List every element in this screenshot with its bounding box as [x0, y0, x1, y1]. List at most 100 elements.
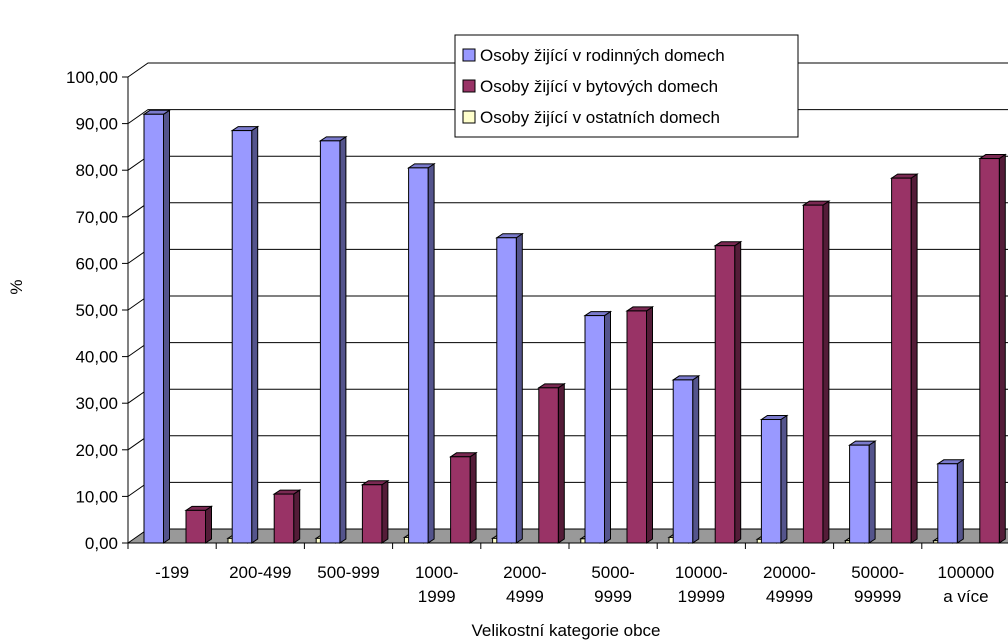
x-tick-label: 200-499: [229, 563, 291, 582]
legend-swatch: [462, 110, 476, 124]
x-tick-label: 9999: [594, 587, 632, 606]
x-tick-label: 50000-: [851, 563, 904, 582]
y-tick-label: 100,00: [66, 68, 118, 87]
bar: [495, 232, 524, 544]
legend-item: Osoby žijící v rodinných domech: [462, 46, 725, 65]
bar: [801, 200, 831, 544]
legend-item: Osoby žijící v ostatních domech: [462, 108, 720, 127]
gridline: [127, 155, 1008, 171]
legend-label: Osoby žijící v bytových domech: [480, 77, 718, 96]
y-tick-label: 50,00: [75, 301, 118, 320]
bar-side: [910, 173, 918, 544]
legend-swatch: [462, 79, 476, 93]
bar-front: [626, 310, 647, 544]
y-tick-labels: 0,00 10,00 20,00 30,00 40,00 50,00 60,00 70,00 8…: [66, 68, 118, 553]
bar-side: [515, 232, 523, 544]
bar: [318, 135, 348, 544]
bar: [360, 479, 390, 544]
bar-front: [361, 484, 383, 544]
y-tick-label: 0,00: [85, 534, 118, 553]
legend-label: Osoby žijící v rodinných domech: [480, 46, 725, 65]
bar: [978, 153, 1007, 544]
bar-side: [293, 489, 301, 544]
bar-side: [734, 240, 742, 544]
x-tick-labels: -199 200-499 500-999 1000- 1999 2000- 4999 5000…: [155, 563, 994, 606]
bar-side: [956, 458, 964, 544]
bar: [184, 505, 214, 544]
gridline: [127, 342, 1008, 358]
x-tick-label: 20000-: [763, 563, 816, 582]
bar-front: [496, 237, 517, 544]
bar-side: [557, 382, 565, 544]
bar-front: [979, 158, 1000, 544]
bar: [272, 489, 302, 544]
bar-front: [672, 379, 694, 544]
bar-side: [427, 162, 435, 544]
x-tick-label: -199: [155, 563, 189, 582]
bar: [537, 382, 566, 544]
bar: [142, 109, 172, 544]
gridline: [127, 435, 1008, 451]
chart-floor: [126, 528, 1008, 544]
gridline: [127, 202, 1008, 218]
bar-front: [273, 493, 295, 544]
bar-front: [849, 444, 870, 544]
x-tick-label: 2000-: [503, 563, 546, 582]
floor-plane: [126, 528, 1008, 544]
bar-side: [205, 505, 212, 544]
bar-side: [868, 440, 876, 544]
y-tick-label: 60,00: [75, 254, 118, 273]
x-tick-label: 1000-: [415, 563, 458, 582]
bar-side: [251, 125, 259, 544]
bar: [230, 125, 260, 544]
bar-side: [604, 310, 611, 544]
y-tick-label: 90,00: [75, 115, 118, 134]
x-tick-label: 99999: [854, 587, 901, 606]
gridline: [127, 481, 1008, 497]
legend: Osoby žijící v rodinných domech Osoby žij…: [454, 34, 799, 138]
bar-front: [408, 167, 429, 544]
y-tick-label: 10,00: [75, 487, 118, 506]
x-tick-label: 500-999: [317, 563, 379, 582]
bar: [625, 305, 655, 544]
x-tick-label: 49999: [766, 587, 813, 606]
y-tick-label: 30,00: [75, 394, 118, 413]
bar-front: [937, 463, 958, 544]
x-tick-label: a více: [943, 587, 988, 606]
bar: [671, 374, 701, 544]
bar-front: [760, 419, 782, 544]
bar-side: [381, 479, 389, 544]
bar-side: [998, 153, 1006, 544]
x-tick-label: 19999: [678, 587, 725, 606]
x-axis-title: Velikostní kategorie obce: [471, 621, 660, 640]
bar-side: [646, 305, 653, 544]
y-tick-label: 20,00: [75, 441, 118, 460]
bar-front: [802, 204, 824, 544]
x-tick-label: 5000-: [591, 563, 634, 582]
gridline: [127, 248, 1008, 264]
bar: [889, 173, 919, 544]
bar: [713, 240, 743, 544]
bar-front: [450, 456, 471, 544]
x-tick-label: 10000-: [675, 563, 728, 582]
bar-front: [584, 315, 605, 544]
legend-item: Osoby žijící v bytových domech: [462, 77, 718, 96]
x-tick-label: 100000: [938, 563, 995, 582]
legend-swatch: [462, 48, 476, 62]
y-tick-label: 80,00: [75, 161, 118, 180]
x-tick-label: 4999: [506, 587, 544, 606]
bar: [759, 414, 789, 544]
bar-front: [231, 130, 253, 544]
bar-side: [780, 414, 788, 544]
bar-side: [339, 135, 347, 544]
bars: [142, 109, 1007, 544]
bar: [448, 451, 478, 544]
bar-front: [185, 509, 206, 544]
bar-front: [538, 387, 559, 544]
bar-front: [891, 177, 912, 544]
bar-front: [319, 140, 341, 544]
bar-side: [469, 451, 477, 544]
legend-label: Osoby žijící v ostatních domech: [480, 108, 720, 127]
bar-front: [714, 245, 736, 544]
